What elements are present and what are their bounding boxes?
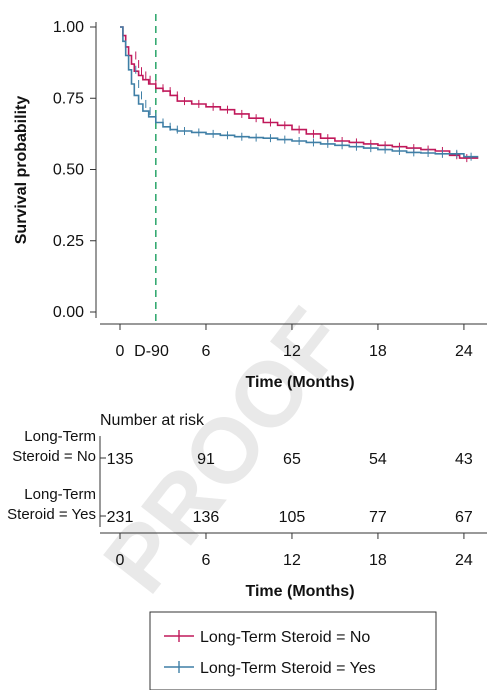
x-axis-title: Time (Months) <box>245 374 354 391</box>
x-tick-label: 18 <box>369 343 387 360</box>
risk-x-tick-label: 12 <box>283 552 301 569</box>
risk-count-cell: 136 <box>193 509 220 526</box>
risk-row-label: Long-Term <box>24 428 96 445</box>
risk-x-tick-label: 0 <box>116 552 125 569</box>
y-ticks: 1.00 0.75 0.50 0.25 0.00 <box>53 19 96 321</box>
survival-curves <box>120 26 479 163</box>
legend-box <box>149 611 437 690</box>
risk-x-tick-label: 6 <box>202 552 211 569</box>
x-tick-label: 24 <box>455 343 473 360</box>
risk-count-cell: 77 <box>369 509 387 526</box>
y-tick-label: 0.25 <box>53 233 84 250</box>
y-tick-label: 0.00 <box>53 304 84 321</box>
y-tick-label: 0.50 <box>53 162 84 179</box>
legend: Long-Term Steroid = No Long-Term Steroid … <box>149 611 437 690</box>
risk-rows: Long-Term Steroid = No 135 91 65 54 43 Long-Ter… <box>7 428 473 526</box>
risk-count-cell: 91 <box>197 451 215 468</box>
risk-count-cell: 65 <box>283 451 301 468</box>
x-tick-label: 0 <box>116 343 125 360</box>
y-tick-label: 0.75 <box>53 90 84 107</box>
risk-count-cell: 67 <box>455 509 473 526</box>
risk-x-ticks: 0 6 12 18 24 <box>116 533 473 569</box>
risk-table-title: Number at risk <box>100 412 205 429</box>
legend-label: Long-Term Steroid = Yes <box>200 660 376 677</box>
y-axis-title: Survival probability <box>13 96 30 245</box>
x-ticks: 0 D-90 6 12 18 24 <box>116 324 473 360</box>
risk-row-label: Long-Term <box>24 486 96 503</box>
y-tick-label: 1.00 <box>53 19 84 36</box>
risk-count-cell: 43 <box>455 451 473 468</box>
risk-x-tick-label: 24 <box>455 552 473 569</box>
risk-row-label: Steroid = Yes <box>7 506 96 523</box>
risk-count-cell: 231 <box>107 509 134 526</box>
x-tick-label-day90: D-90 <box>134 343 169 360</box>
risk-count-cell: 54 <box>369 451 387 468</box>
survival-plot: 1.00 0.75 0.50 0.25 0.00 0 D-90 6 12 18 24 Surviv… <box>13 14 487 391</box>
risk-row-label: Steroid = No <box>12 448 96 465</box>
survival-curve-steroid-yes <box>120 26 479 158</box>
risk-count-cell: 105 <box>279 509 306 526</box>
x-tick-label: 6 <box>202 343 211 360</box>
risk-count-cell: 135 <box>107 451 134 468</box>
risk-x-axis-title: Time (Months) <box>245 583 354 600</box>
legend-label: Long-Term Steroid = No <box>200 629 370 646</box>
number-at-risk-table: Number at risk Long-Term Steroid = No 135 9… <box>7 412 487 600</box>
x-tick-label: 12 <box>283 343 301 360</box>
risk-x-tick-label: 18 <box>369 552 387 569</box>
